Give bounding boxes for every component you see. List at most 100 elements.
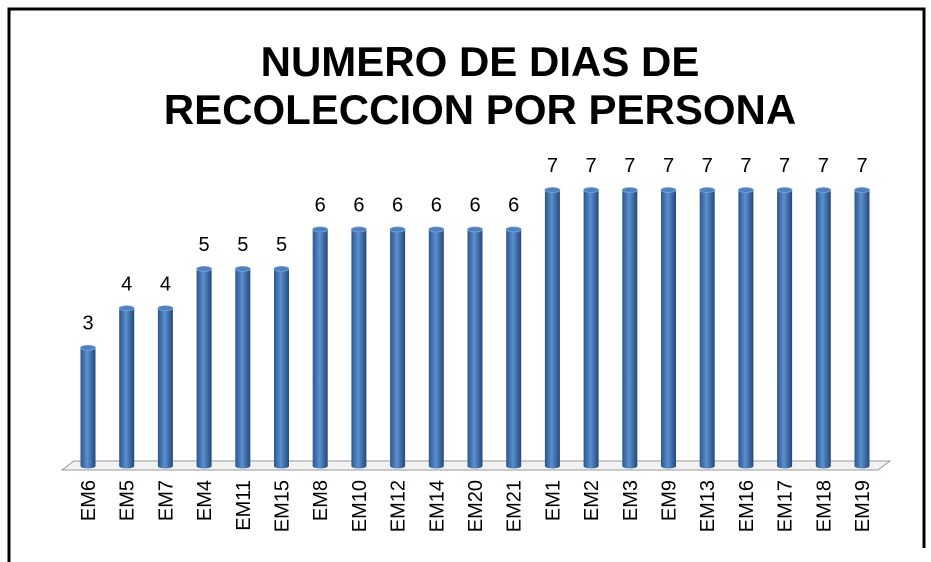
bar [854,187,870,469]
x-tick-label: EM12 [388,480,410,532]
data-label: 7 [586,155,597,177]
bar [428,226,445,469]
bar-top [157,305,174,312]
frame-border [7,7,926,562]
x-tick-label: EM5 [117,480,139,521]
x-tick-label: EM18 [813,480,835,532]
bar-body [583,190,599,469]
bar-top [118,305,135,312]
bar [738,187,754,469]
bar-body [777,190,793,469]
x-tick-label: EM7 [155,480,177,521]
data-label: 6 [392,194,403,216]
x-tick-label: EM3 [620,480,642,521]
data-label: 7 [818,155,829,177]
bar [80,344,96,469]
bar [389,226,406,469]
x-tick-label: EM6 [78,480,100,521]
bar-top [854,187,870,193]
data-label: 7 [779,155,790,177]
bar [157,305,174,469]
bar [312,226,329,469]
data-label: 6 [431,194,442,216]
x-tick-label: EM4 [194,480,216,521]
bar-top [467,226,483,233]
data-label: 7 [856,155,867,177]
bar-body [738,190,754,469]
bar [544,187,561,469]
bar-top [389,226,406,233]
bar-top [80,344,96,351]
bar-top [196,265,213,272]
bar-top [544,187,561,193]
chart-title: NUMERO DE DIAS DE RECOLECCION POR PERSON… [163,38,797,133]
bar-body [506,229,522,469]
bar-body [544,190,560,469]
bar [505,226,522,469]
data-label: 5 [199,234,210,256]
bar-body [196,268,212,469]
bar [234,265,251,469]
bar-top [273,265,290,272]
bar-body [854,190,870,469]
bar-body [467,229,483,469]
bar-body [699,190,715,469]
bar-body [235,268,251,469]
bar-body [274,268,289,469]
bar-top [738,187,754,193]
data-label: 4 [160,273,171,295]
x-tick-label: EM1 [542,480,564,521]
bar-top [583,187,599,193]
bar-top [350,226,367,233]
data-label: 7 [663,155,674,177]
bar-top [312,226,329,233]
bar-body [119,308,135,469]
x-tick-label: EM15 [272,480,294,532]
data-label: 7 [702,155,713,177]
x-tick-label: EM2 [581,480,603,521]
bar [273,265,290,469]
x-tick-label: EM21 [504,480,526,532]
bar [196,265,213,469]
bar [815,187,832,469]
bar-body [661,190,676,469]
x-tick-label: EM19 [852,480,874,532]
bar [583,187,599,469]
bar-body [622,190,638,469]
bar-top [660,187,677,193]
bar [118,305,135,469]
bar-body [312,229,328,469]
bar-body [428,229,444,469]
bar-body [351,229,367,469]
bar-body [157,308,173,469]
bar [699,187,716,469]
bar [660,187,677,469]
data-label: 3 [82,313,93,335]
bar-body [80,347,96,469]
data-label: 6 [469,194,480,216]
x-tick-label: EM8 [310,480,332,521]
bar [467,226,483,469]
data-label: 6 [315,194,326,216]
x-tick-label: EM20 [465,480,487,532]
bar-top [815,187,832,193]
bar [350,226,367,469]
data-label: 6 [508,194,519,216]
data-label: 4 [121,273,132,295]
bar-top [621,187,638,193]
bar-body [815,190,831,469]
data-label: 5 [237,234,248,256]
x-tick-label: EM16 [736,480,758,532]
bar-body [390,229,406,469]
bar-top [776,187,793,193]
data-label: 6 [353,194,364,216]
x-tick-label: EM13 [697,480,719,532]
x-tick-label: EM10 [349,480,371,532]
x-tick-label: EM14 [426,480,448,532]
data-label: 7 [624,155,635,177]
x-tick-label: EM9 [659,480,681,521]
bar [776,187,793,469]
data-label: 5 [276,234,287,256]
